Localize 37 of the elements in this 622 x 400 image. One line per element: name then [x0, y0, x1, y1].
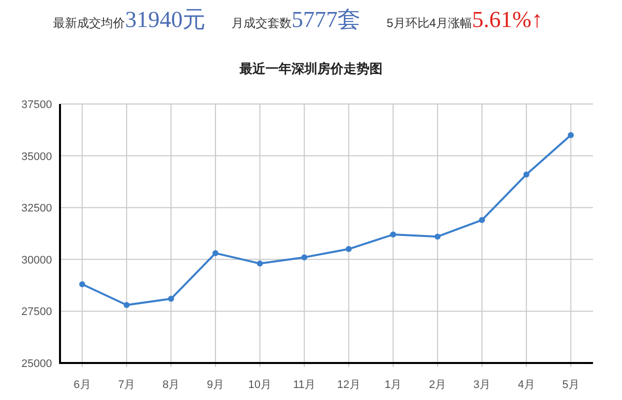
annotation: 月成交套数 — [232, 16, 292, 30]
annotation: 5月环比4月涨幅 — [386, 16, 472, 30]
y-tick-label: 27500 — [21, 306, 52, 318]
y-tick-label: 30000 — [21, 254, 52, 266]
y-tick-label: 25000 — [21, 358, 52, 370]
x-tick-label: 7月 — [118, 379, 136, 391]
x-tick-label: 1月 — [384, 379, 402, 391]
x-tick-label: 2月 — [428, 379, 446, 391]
x-tick-label: 11月 — [293, 379, 316, 391]
chart-title: 最近一年深圳房价走势图 — [238, 61, 382, 76]
x-tick-label: 3月 — [473, 379, 491, 391]
annotation: 5777套 — [292, 7, 361, 32]
x-tick-label: 12月 — [337, 379, 360, 391]
y-tick-label: 35000 — [21, 150, 52, 163]
point — [346, 246, 352, 252]
point — [523, 171, 530, 178]
point — [390, 232, 396, 238]
point — [434, 234, 441, 240]
annotation: 31940元 — [125, 7, 206, 32]
point — [124, 302, 130, 308]
x-tick-label: 9月 — [206, 379, 224, 391]
point — [256, 260, 263, 267]
point — [168, 296, 174, 302]
x-tick-label: 6月 — [74, 379, 91, 391]
x-tick-label: 8月 — [162, 379, 180, 391]
point — [478, 217, 485, 224]
annotation: 最新成交均价 — [53, 16, 126, 30]
point — [79, 281, 86, 288]
y-tick-label: 32500 — [21, 202, 52, 215]
point — [212, 250, 218, 256]
x-tick-label: 5月 — [562, 379, 580, 391]
x-tick-label: 10月 — [248, 379, 272, 391]
point — [301, 254, 308, 260]
point — [568, 132, 574, 138]
annotation: 5.61%↑ — [472, 7, 543, 32]
x-tick-label: 4月 — [518, 379, 535, 391]
y-tick-label: 37500 — [21, 99, 52, 111]
